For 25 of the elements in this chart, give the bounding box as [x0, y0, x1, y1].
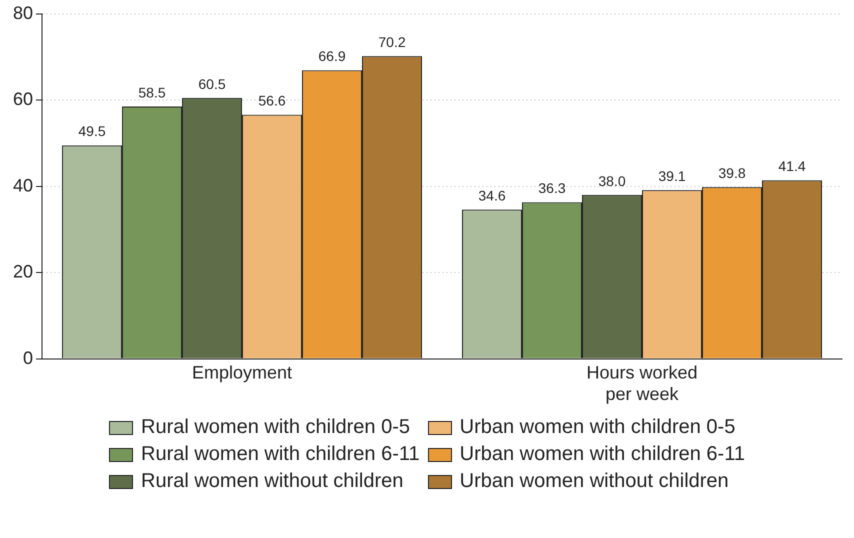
data-label: 38.0	[598, 172, 626, 189]
x-tick-label: Employment	[192, 362, 292, 383]
data-label: 39.1	[658, 168, 686, 184]
data-label: 39.8	[718, 165, 746, 182]
y-tick-label: 0	[23, 348, 34, 368]
legend-label: Rural women with children 0-5	[141, 416, 410, 439]
data-label: 56.6	[258, 92, 286, 109]
legend-label: Urban women with children 0-5	[460, 416, 736, 439]
x-tick-label: Hours worked per week	[586, 362, 698, 404]
data-label: 66.9	[318, 48, 346, 64]
data-label: 70.2	[378, 34, 406, 50]
y-tick-label: 80	[12, 2, 34, 23]
data-label: 34.6	[478, 187, 506, 204]
data-label: 49.5	[78, 123, 106, 140]
data-label: 41.4	[778, 158, 806, 174]
legend-label: Rural women with children 6-11	[141, 443, 420, 466]
legend-label: Urban women without children	[460, 470, 729, 493]
y-tick-label: 40	[12, 175, 34, 196]
y-tick-label: 20	[12, 262, 34, 282]
data-label: 60.5	[198, 76, 226, 92]
y-tick-label: 60	[12, 89, 34, 110]
legend-label: Rural women without children	[141, 470, 404, 493]
legend-label: Urban women with children 6-11	[460, 443, 745, 466]
data-label: 36.3	[538, 180, 566, 196]
data-label: 58.5	[138, 84, 166, 100]
